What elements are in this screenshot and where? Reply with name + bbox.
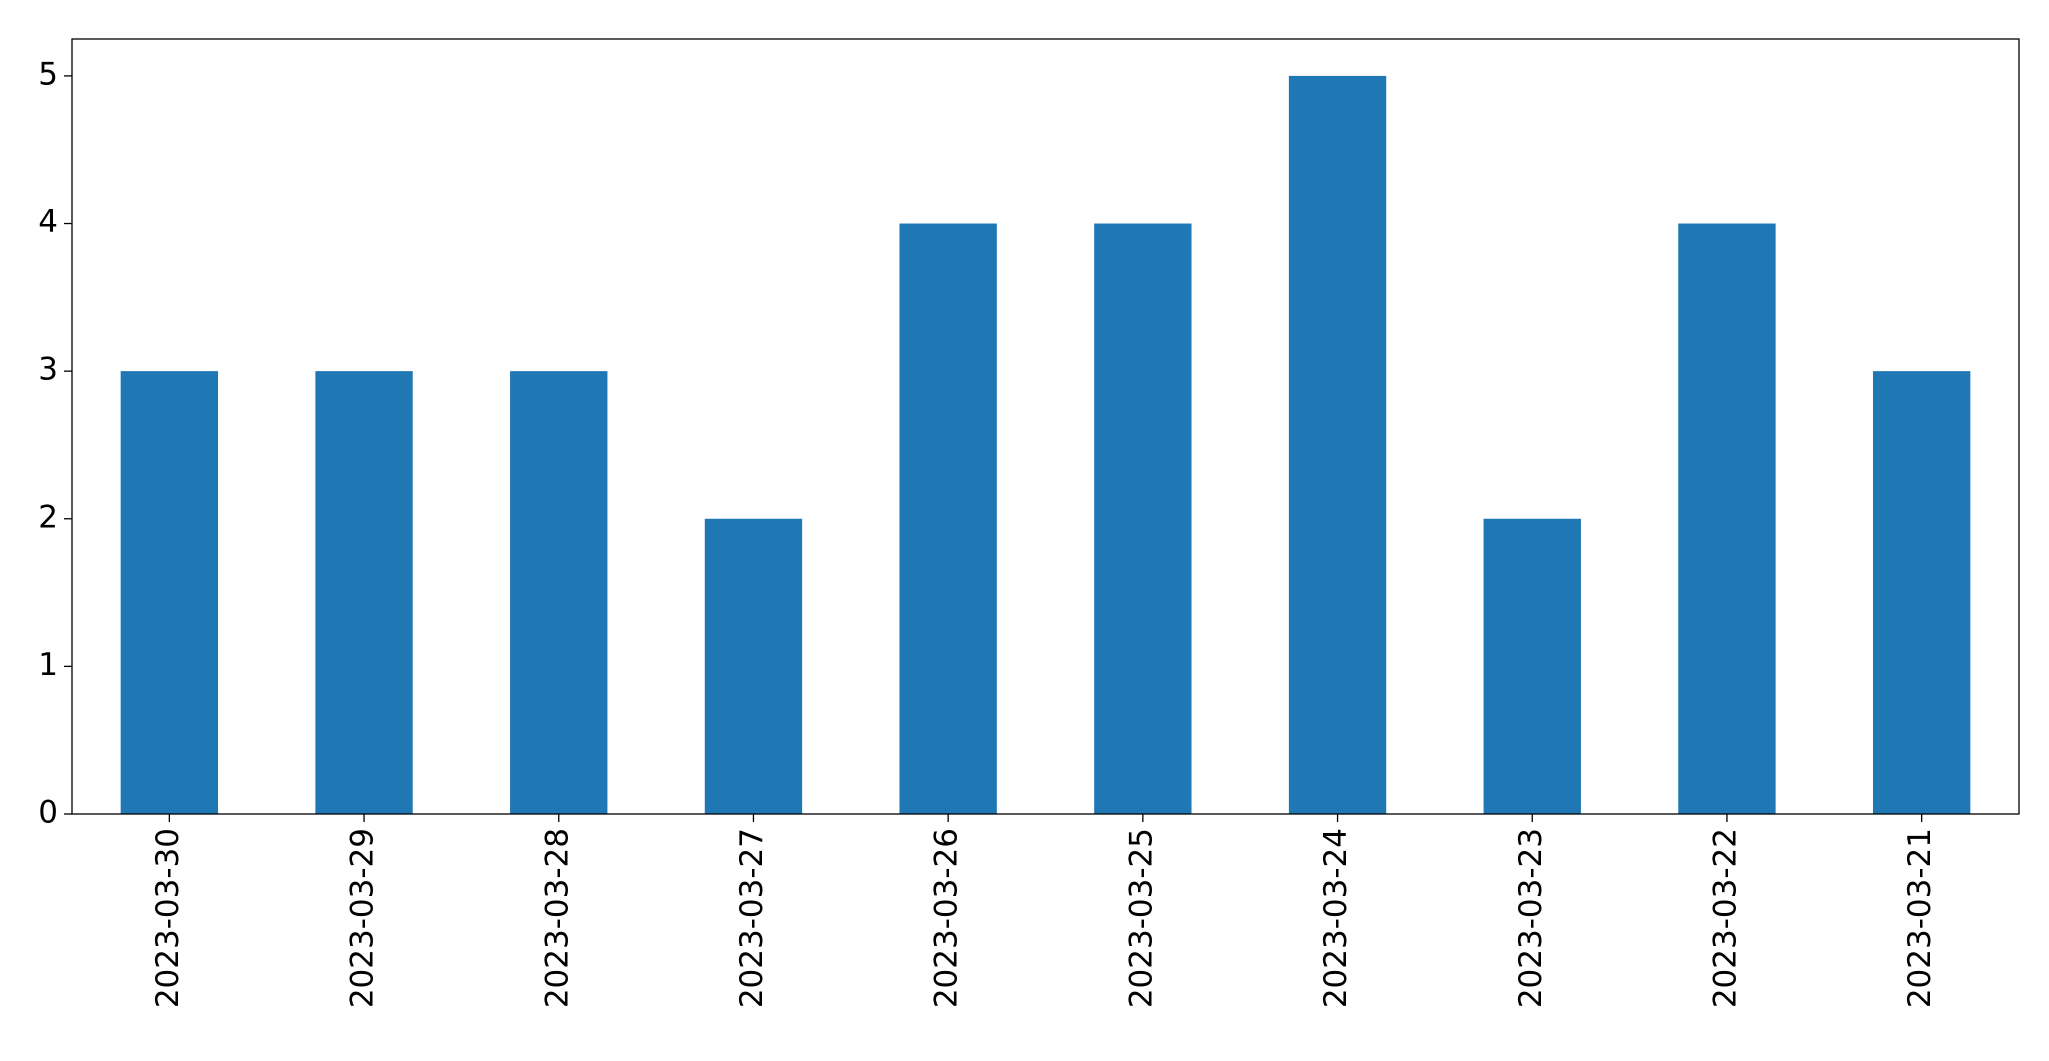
bar [1288,75,1387,814]
bar [704,518,803,814]
x-tick-label: 2023-03-26 [929,828,965,1008]
bar [1678,223,1776,814]
y-tick-label: 0 [38,795,58,831]
x-tick-label: 2023-03-23 [1513,828,1549,1008]
x-tick-label: 2023-03-27 [734,828,770,1008]
bar [510,371,608,814]
bar [899,223,997,814]
x-tick-label: 2023-03-30 [150,828,186,1008]
bar [1483,518,1581,814]
plot-frame [71,38,2020,815]
y-tick-label: 4 [38,204,58,240]
x-tick-label: 2023-03-29 [345,828,381,1008]
y-tick-label: 2 [38,499,58,535]
bar [1872,371,1971,814]
bar [315,371,413,814]
y-tick-label: 3 [38,352,58,388]
bar [120,371,219,814]
x-tick-label: 2023-03-22 [1707,828,1743,1008]
x-tick-label: 2023-03-25 [1123,828,1159,1008]
y-tick-label: 5 [38,56,58,92]
bar [1094,223,1192,814]
y-tick-label: 1 [38,647,58,683]
x-tick-label: 2023-03-24 [1318,828,1354,1008]
x-tick-label: 2023-03-28 [539,828,575,1008]
x-tick-label: 2023-03-21 [1902,828,1938,1008]
